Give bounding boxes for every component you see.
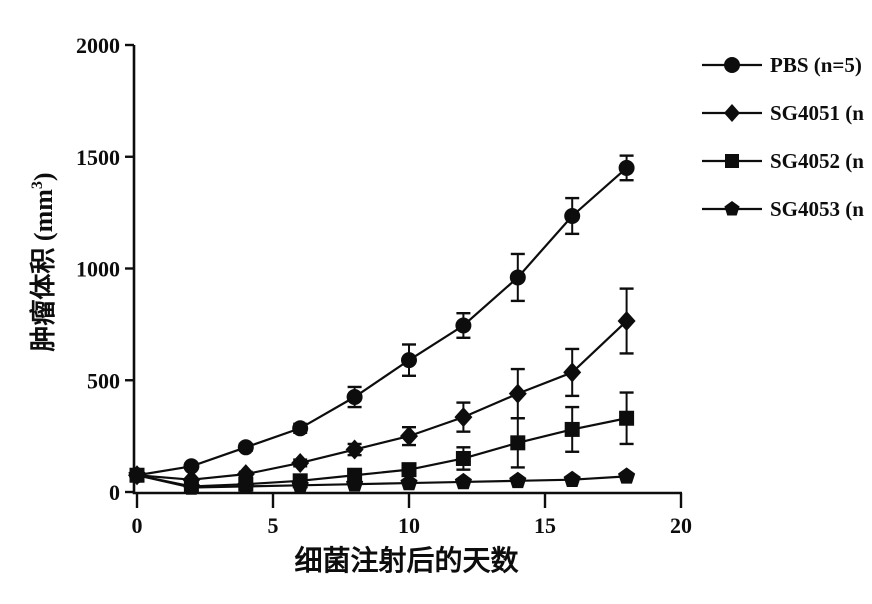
y-tick-label: 2000 [76,33,120,58]
sg4053-data-point [563,470,581,487]
x-tick-label: 0 [132,513,143,538]
pbs-series-line [136,167,628,477]
sg4051-data-point [291,452,310,473]
square-glyph [725,154,739,168]
sg4053-data-point [346,475,364,492]
pbs-data-point [237,439,254,456]
x-tick-label: 10 [398,513,420,538]
circle-glyph [724,57,740,73]
y-tick-label: 1500 [76,145,120,170]
y-tick-label: 500 [87,368,120,393]
legend-label-sg4051: SG4051 (n [770,100,864,125]
x-tick-label: 15 [534,513,556,538]
y-tick-label: 1000 [76,257,120,282]
pbs-data-point [183,458,200,475]
circle-marker-icon [702,57,762,73]
x-axis-title: 细菌注射后的天数 [294,544,519,577]
square-marker-icon [702,154,762,168]
legend-item-pbs: PBS (n=5) [700,52,872,78]
sg4053-data-point [291,476,309,493]
y-tick-label: 0 [109,480,120,505]
axes-lines [132,45,682,495]
sg4051-data-point [400,426,418,447]
sg4052-series-line [136,417,627,488]
sg4053-series-line [136,474,627,489]
legend-label-pbs: PBS (n=5) [770,52,862,77]
sg4052-data-point [401,462,417,478]
legend-label-sg4053: SG4053 (n [770,196,864,221]
sg4053-data-point [509,471,527,489]
sg4053-data-point [182,478,200,495]
sg4051-data-point [454,407,473,428]
legend-item-sg4052: SG4052 (n [700,148,872,174]
pbs-data-point [455,317,472,334]
chart-legend: PBS (n=5) SG4051 (n SG4052 (n SG4053 (n [700,52,872,244]
diamond-glyph [724,104,740,122]
y-axis-title: 肿瘤体积 (mm3) [28,172,58,351]
sg4052-data-point [619,410,635,426]
sg4053-data-point [400,474,418,491]
sg4053-data-point [237,477,255,494]
sg4053-data-point [128,466,146,483]
legend-label-sg4052: SG4052 (n [770,148,864,173]
sg4051-data-point [508,383,527,404]
pbs-data-point [564,207,581,224]
sg4051-series-line [136,320,628,481]
pbs-data-point [618,159,635,176]
pbs-data-point [401,352,417,369]
pentagon-glyph [724,201,740,216]
pbs-data-point [509,269,526,286]
sg4052-data-point [455,450,471,466]
sg4053-data-point [618,467,636,484]
sg4052-data-point [564,421,580,437]
legend-item-sg4053: SG4053 (n [700,196,872,222]
pentagon-marker-icon [702,201,762,216]
sg4051-data-point [345,439,364,460]
pbs-data-point [346,389,363,406]
sg4051-data-point [617,311,636,332]
x-tick-label: 5 [268,513,279,538]
sg4051-data-point [563,362,582,383]
sg4053-data-point [454,472,472,490]
x-tick-label: 20 [670,513,692,538]
sg4052-data-point [510,435,526,451]
pbs-data-point [292,420,309,437]
diamond-marker-icon [702,104,762,122]
legend-item-sg4051: SG4051 (n [700,100,872,126]
